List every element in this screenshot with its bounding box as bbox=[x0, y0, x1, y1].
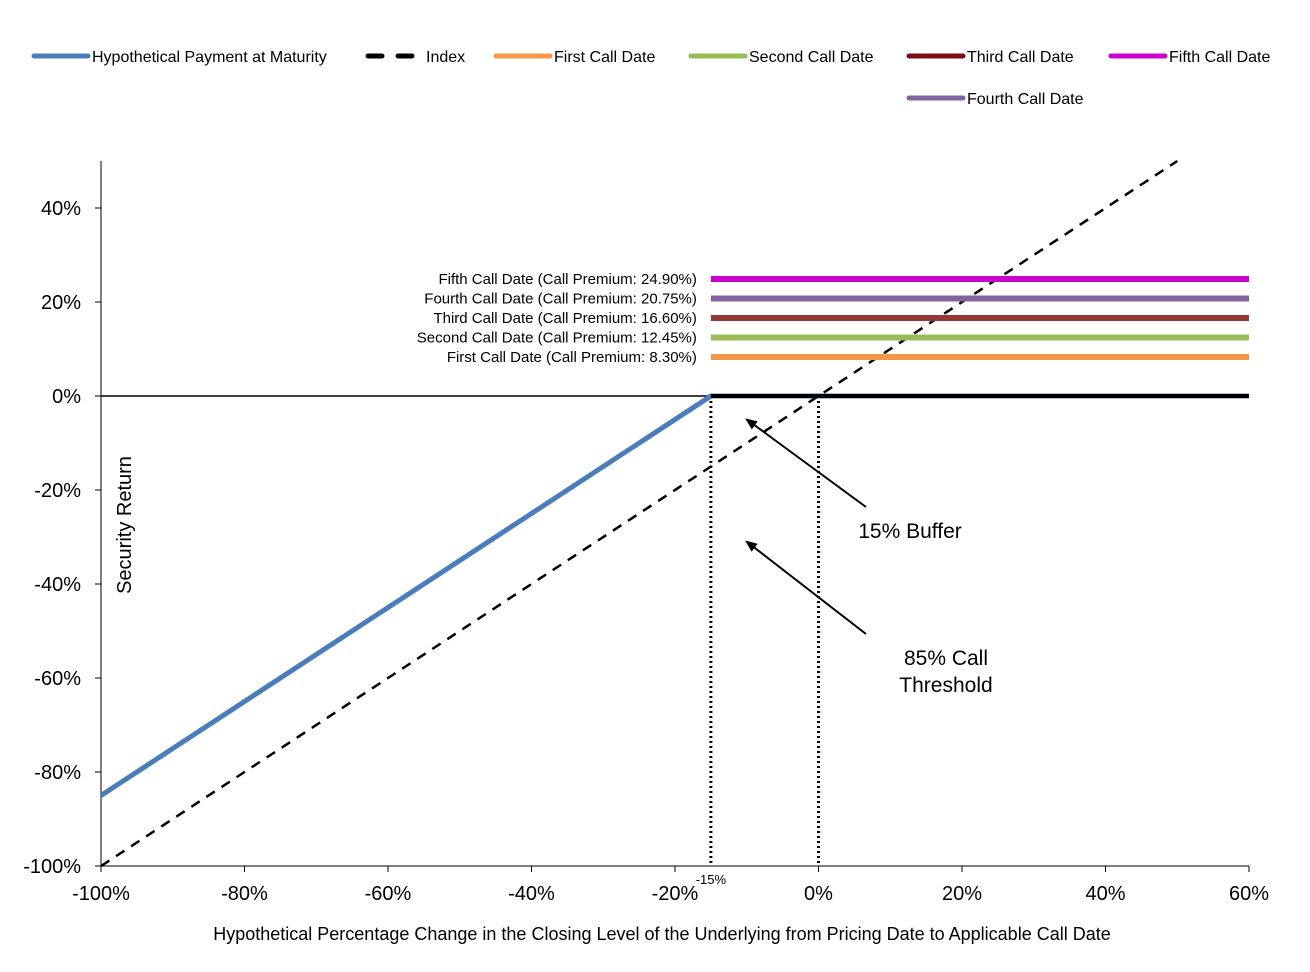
x-tick-label: 20% bbox=[942, 883, 982, 905]
y-tick-label: -60% bbox=[34, 668, 81, 690]
x-tick-label: -60% bbox=[365, 883, 412, 905]
call-date-label: Fourth Call Date (Call Premium: 20.75%) bbox=[424, 290, 697, 307]
annotation-arrow bbox=[745, 540, 867, 635]
annotation-15-buffer: 15% Buffer bbox=[745, 418, 962, 543]
annotation-text: 15% Buffer bbox=[858, 520, 962, 543]
legend-label-third-call-date: Third Call Date bbox=[967, 49, 1074, 66]
series-line-index bbox=[100, 159, 1178, 868]
legend-label-fifth-call-date: Fifth Call Date bbox=[1169, 49, 1270, 66]
call-date-label: Fifth Call Date (Call Premium: 24.90%) bbox=[438, 271, 696, 288]
y-tick-label: 20% bbox=[41, 292, 81, 314]
legend-label-second-call-date: Second Call Date bbox=[749, 49, 874, 66]
y-tick-label: -100% bbox=[23, 856, 81, 878]
x-tick-label: 40% bbox=[1085, 883, 1125, 905]
annotation-arrow bbox=[745, 418, 867, 508]
call-date-label: First Call Date (Call Premium: 8.30%) bbox=[447, 349, 697, 366]
legend-label-index: Index bbox=[426, 49, 465, 66]
legend-item-hypothetical-payment-at-maturity: Hypothetical Payment at Maturity bbox=[31, 49, 327, 66]
legend-item-fifth-call-date: Fifth Call Date bbox=[1108, 49, 1270, 66]
legend-label-first-call-date: First Call Date bbox=[554, 49, 655, 66]
annotation-85-call-threshold: 85% Call Threshold bbox=[745, 540, 993, 697]
legend-item-third-call-date: Third Call Date bbox=[906, 49, 1074, 66]
legend-item-index: Index bbox=[365, 49, 465, 66]
x-axis-title: Hypothetical Percentage Change in the Cl… bbox=[213, 924, 1111, 944]
x-tick-label: -40% bbox=[508, 883, 555, 905]
x-tick-label: -20% bbox=[652, 883, 699, 905]
y-axis-title: Security Return bbox=[114, 456, 136, 594]
series-group bbox=[99, 159, 1249, 868]
legend-item-first-call-date: First Call Date bbox=[493, 49, 655, 66]
y-tick-label: -20% bbox=[34, 480, 81, 502]
y-tick-label: 40% bbox=[41, 198, 81, 220]
y-tick-label: -80% bbox=[34, 762, 81, 784]
reference-line-label: -15% bbox=[696, 872, 727, 887]
legend-item-second-call-date: Second Call Date bbox=[688, 49, 874, 66]
call-date-label: Third Call Date (Call Premium: 16.60%) bbox=[433, 310, 696, 327]
call-date-label: Second Call Date (Call Premium: 12.45%) bbox=[417, 329, 697, 346]
x-tick-label: -80% bbox=[221, 883, 268, 905]
axes: 40% 20% 0% -20% -40% -60% -80% -100% -100% -80% -6… bbox=[23, 161, 1269, 944]
legend-label-fourth-call-date: Fourth Call Date bbox=[967, 91, 1084, 108]
x-tick-label: 60% bbox=[1229, 883, 1269, 905]
annotation-text: Threshold bbox=[899, 674, 992, 697]
y-tick-label: -40% bbox=[34, 574, 81, 596]
legend-item-fourth-call-date: Fourth Call Date bbox=[906, 91, 1084, 108]
y-tick-label: 0% bbox=[52, 386, 81, 408]
x-tick-label: 0% bbox=[804, 883, 833, 905]
series-line-hypothetical-payment-at-maturity bbox=[99, 393, 1249, 798]
annotation-text: 85% Call bbox=[904, 647, 988, 670]
x-tick-label: -100% bbox=[72, 883, 130, 905]
legend: Hypothetical Payment at Maturity Index Fir… bbox=[31, 49, 1270, 108]
labels-group: Fifth Call Date (Call Premium: 24.90%) Fo… bbox=[417, 271, 993, 697]
legend-label-hypothetical-payment-at-maturity: Hypothetical Payment at Maturity bbox=[92, 49, 327, 66]
